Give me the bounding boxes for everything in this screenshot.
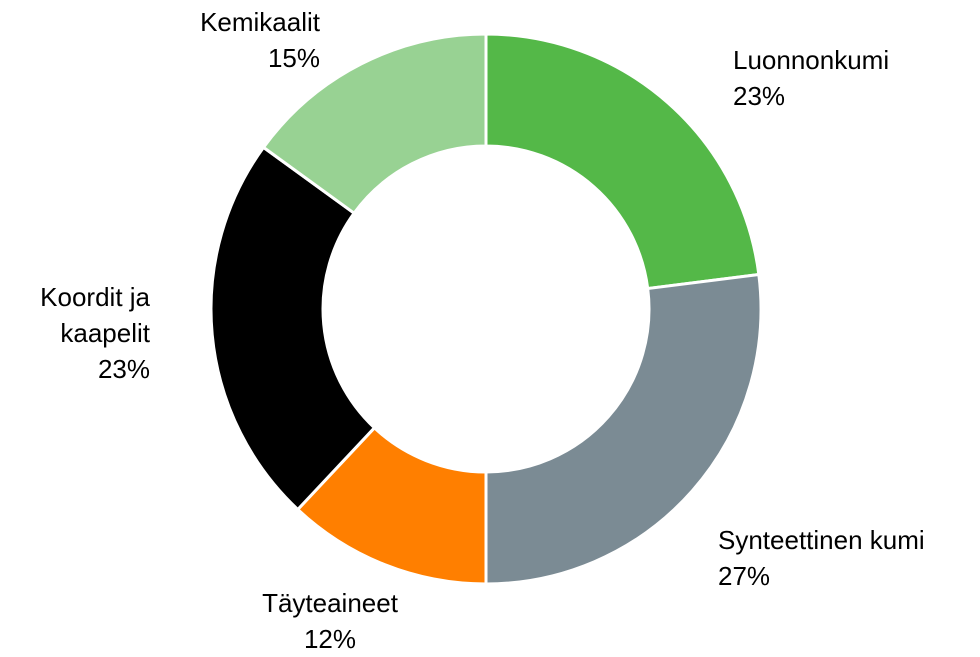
donut-segment [209, 145, 377, 512]
segment-label: Synteettinen kumi 27% [718, 522, 925, 594]
category-name: Kemikaalit [200, 7, 320, 37]
donut-segment [484, 272, 763, 586]
donut-segment [261, 32, 488, 216]
segment-label: Täyteaineet 12% [230, 585, 430, 657]
value-label: 23% [97, 354, 150, 384]
value-label: 27% [718, 561, 771, 591]
category-name: Täyteaineet [262, 588, 398, 618]
segment-label: Koordit ja kaapelit 23% [0, 279, 150, 387]
category-name: Synteettinen kumi [718, 525, 925, 555]
donut-segment [484, 32, 761, 291]
segment-label: Luonnonkumi 23% [733, 42, 889, 114]
category-name: Luonnonkumi [733, 45, 890, 75]
value-label: 23% [733, 81, 786, 111]
value-label: 12% [303, 624, 357, 654]
value-label: 15% [267, 43, 320, 73]
category-name: Koordit ja kaapelit [40, 282, 150, 348]
segment-label: Kemikaalit 15% [120, 4, 320, 76]
